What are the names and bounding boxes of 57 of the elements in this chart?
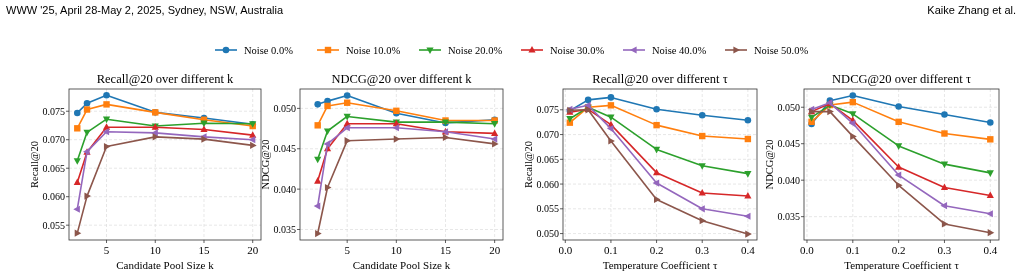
x-tick-label: 0.1	[604, 244, 618, 256]
chart-title: NDCG@20 over different k	[331, 72, 473, 86]
x-axis-title: Temperature Coefficient τ	[844, 259, 960, 271]
x-tick-label: 20	[489, 244, 501, 256]
x-tick-label: 5	[103, 244, 110, 256]
x-axis-title: Candidate Pool Size k	[352, 259, 451, 271]
y-tick-label: 0.070	[536, 129, 559, 141]
legend-label: Noise 20.0%	[448, 45, 503, 56]
y-tick-label: 0.035	[777, 211, 800, 223]
y-tick-label: 0.070	[42, 134, 65, 146]
y-tick-label: 0.045	[777, 138, 800, 150]
y-tick-label: 0.065	[536, 153, 559, 165]
y-tick-label: 0.045	[273, 143, 296, 155]
y-tick-label: 0.050	[777, 101, 800, 113]
x-tick-label: 20	[247, 244, 259, 256]
y-tick-label: 0.050	[536, 228, 559, 240]
x-tick-label: 0.4	[741, 244, 756, 256]
y-tick-label: 0.075	[536, 104, 559, 116]
x-axis-title: Temperature Coefficient τ	[602, 259, 718, 271]
x-tick-label: 0.3	[695, 244, 710, 256]
y-tick-label: 0.065	[42, 162, 65, 174]
x-axis-title: Candidate Pool Size k	[116, 259, 215, 271]
y-axis-title: NDCG@20	[764, 139, 775, 190]
y-axis-title: Recall@20	[29, 141, 40, 188]
y-tick-label: 0.040	[777, 174, 800, 186]
x-tick-label: 0.2	[649, 244, 664, 256]
x-tick-label: 15	[439, 244, 452, 256]
y-tick-label: 0.055	[42, 219, 65, 231]
y-tick-label: 0.075	[42, 105, 65, 117]
chart-title: NDCG@20 over different τ	[832, 72, 971, 86]
y-axis-title: Recall@20	[523, 141, 534, 188]
y-axis-title: NDCG@20	[260, 139, 271, 190]
chart-title: Recall@20 over different τ	[592, 72, 728, 86]
legend-label: Noise 30.0%	[550, 45, 605, 56]
x-tick-label: 10	[390, 244, 403, 256]
legend-label: Noise 0.0%	[244, 45, 294, 56]
x-tick-label: 0.4	[983, 244, 998, 256]
x-tick-label: 0.1	[845, 244, 860, 256]
y-tick-label: 0.060	[536, 178, 559, 190]
x-tick-label: 0.2	[891, 244, 906, 256]
y-tick-label: 0.035	[273, 224, 296, 235]
x-tick-label: 0.3	[937, 244, 952, 256]
text: WWW '25, April 28-May 2, 2025, Sydney, NSW, Australia	[6, 4, 284, 16]
x-tick-label: 0.0	[800, 244, 815, 256]
legend-label: Noise 40.0%	[652, 45, 707, 56]
x-tick-label: 0.0	[558, 244, 573, 256]
chart-title: Recall@20 over different k	[96, 72, 235, 86]
y-tick-label: 0.050	[273, 102, 296, 114]
x-tick-label: 5	[344, 244, 351, 256]
x-tick-label: 10	[149, 244, 162, 256]
y-tick-label: 0.055	[536, 203, 559, 215]
y-tick-label: 0.040	[273, 183, 296, 195]
y-tick-label: 0.060	[42, 191, 65, 203]
x-tick-label: 15	[198, 244, 210, 256]
legend-label: Noise 50.0%	[754, 45, 809, 56]
text: Kaike Zhang et al.	[927, 4, 1016, 16]
legend-label: Noise 10.0%	[346, 45, 401, 56]
